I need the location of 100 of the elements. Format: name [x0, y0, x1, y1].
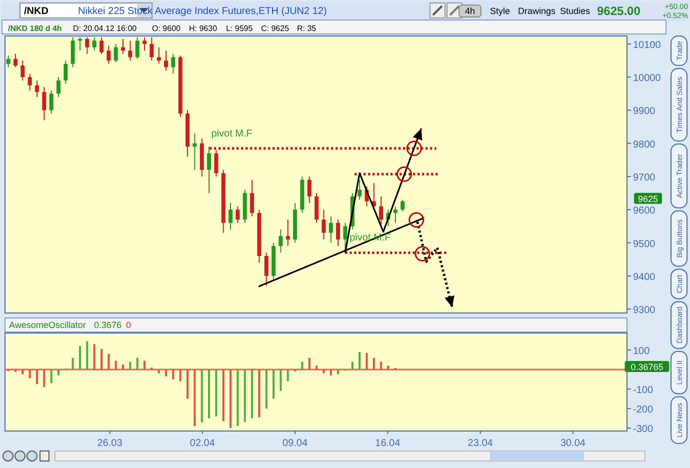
candlestick: [114, 43, 118, 63]
bar: [108, 354, 110, 370]
bar: [100, 349, 102, 370]
candlestick: [13, 53, 18, 68]
candlestick: [20, 60, 25, 81]
text: R: 35: [297, 24, 317, 33]
bar: [337, 370, 340, 374]
candlestick: [28, 73, 32, 91]
candlestick: [70, 36, 75, 68]
annotation: pivot M.F: [350, 232, 391, 244]
text: L: 9595: [226, 24, 254, 33]
bar: [28, 370, 31, 378]
x-tick-label: 30.04: [560, 438, 586, 449]
y-tick-label: 9700: [633, 172, 656, 184]
candlestick: [100, 36, 104, 54]
bar: [322, 370, 325, 374]
y-tick-label: -100: [633, 385, 654, 396]
candlestick: [34, 80, 39, 98]
bar: [387, 366, 390, 370]
x-tick-label: 02.04: [190, 438, 216, 449]
text: 9625: [638, 194, 658, 204]
candlestick: [264, 252, 268, 286]
text: 0.3676: [94, 320, 122, 330]
candlestick: [393, 206, 398, 224]
text: /NKD 180 d 4h: [8, 24, 62, 33]
bar: [244, 370, 246, 422]
candlestick: [92, 36, 96, 52]
bar: [236, 370, 239, 426]
text: 9625.00: [597, 4, 641, 18]
y-tick-label: 100: [633, 346, 650, 357]
bar: [165, 370, 168, 376]
bar: [372, 358, 375, 370]
y-tick-label: -300: [633, 424, 654, 436]
candlestick: [214, 149, 218, 177]
candlestick: [106, 45, 111, 64]
bar: [301, 362, 304, 370]
candlestick: [250, 179, 254, 217]
candlestick: [49, 90, 54, 114]
annotation: pivot M.F: [211, 128, 252, 140]
bar: [93, 344, 96, 370]
bar: [358, 352, 361, 370]
bar: [43, 370, 46, 388]
bar: [86, 341, 88, 370]
candlestick: [142, 36, 147, 52]
text: Style: [490, 6, 510, 16]
candlestick: [278, 229, 283, 254]
y-tick-label: 9300: [633, 305, 656, 316]
y-tick-label: 10000: [633, 73, 662, 84]
candlestick: [314, 192, 319, 224]
candlestick: [322, 209, 326, 240]
y-tick-label: 10100: [633, 40, 662, 51]
y-tick-label: 9400: [633, 272, 656, 283]
y-tick-label: -200: [633, 404, 654, 416]
bar: [265, 370, 268, 409]
bar: [22, 370, 24, 374]
bar: [200, 370, 203, 422]
candlestick: [286, 219, 290, 247]
candlestick: [379, 196, 384, 227]
text: 0.36765: [630, 362, 664, 372]
bar: [129, 362, 132, 370]
bar: [172, 370, 174, 380]
candlestick: [358, 179, 362, 200]
bar: [215, 370, 218, 416]
candlestick: [236, 206, 240, 224]
text: Studies: [560, 6, 591, 16]
text: O: 9600: [152, 24, 182, 33]
bar: [366, 352, 368, 370]
x-tick-label: 23.04: [468, 438, 494, 449]
candlestick: [156, 46, 161, 64]
candlestick: [121, 38, 126, 54]
candlestick: [171, 53, 176, 74]
bar: [330, 370, 332, 376]
bar: [136, 358, 138, 370]
bar: [351, 362, 354, 370]
bar: [78, 346, 81, 370]
bar: [144, 360, 146, 370]
chart-title: AwesomeOscillator: [9, 320, 86, 330]
bar: [179, 370, 182, 382]
y-tick-label: 9600: [633, 206, 656, 217]
text: Drawings: [518, 6, 556, 16]
bar: [251, 370, 254, 418]
y-tick-label: 9900: [633, 106, 656, 118]
bar: [186, 370, 189, 399]
text: C: 9625: [261, 24, 290, 33]
text: 4h: [464, 6, 476, 16]
candlestick: [42, 86, 46, 121]
chart-title: Nikkei 225 Stock Average Index Futures,ETH (JUN2 12): [78, 6, 327, 17]
bar: [50, 370, 52, 384]
x-tick-label: 09.04: [282, 438, 308, 449]
bar: [272, 370, 275, 399]
candlestick: [135, 36, 140, 60]
candlestick: [6, 55, 10, 68]
bar: [36, 370, 38, 384]
candlestick: [64, 60, 68, 84]
bar: [208, 370, 210, 418]
bar: [57, 370, 60, 376]
bar: [222, 370, 224, 422]
text: /NKD: [24, 6, 48, 17]
candlestick: [207, 146, 212, 194]
candlestick: [400, 199, 405, 212]
